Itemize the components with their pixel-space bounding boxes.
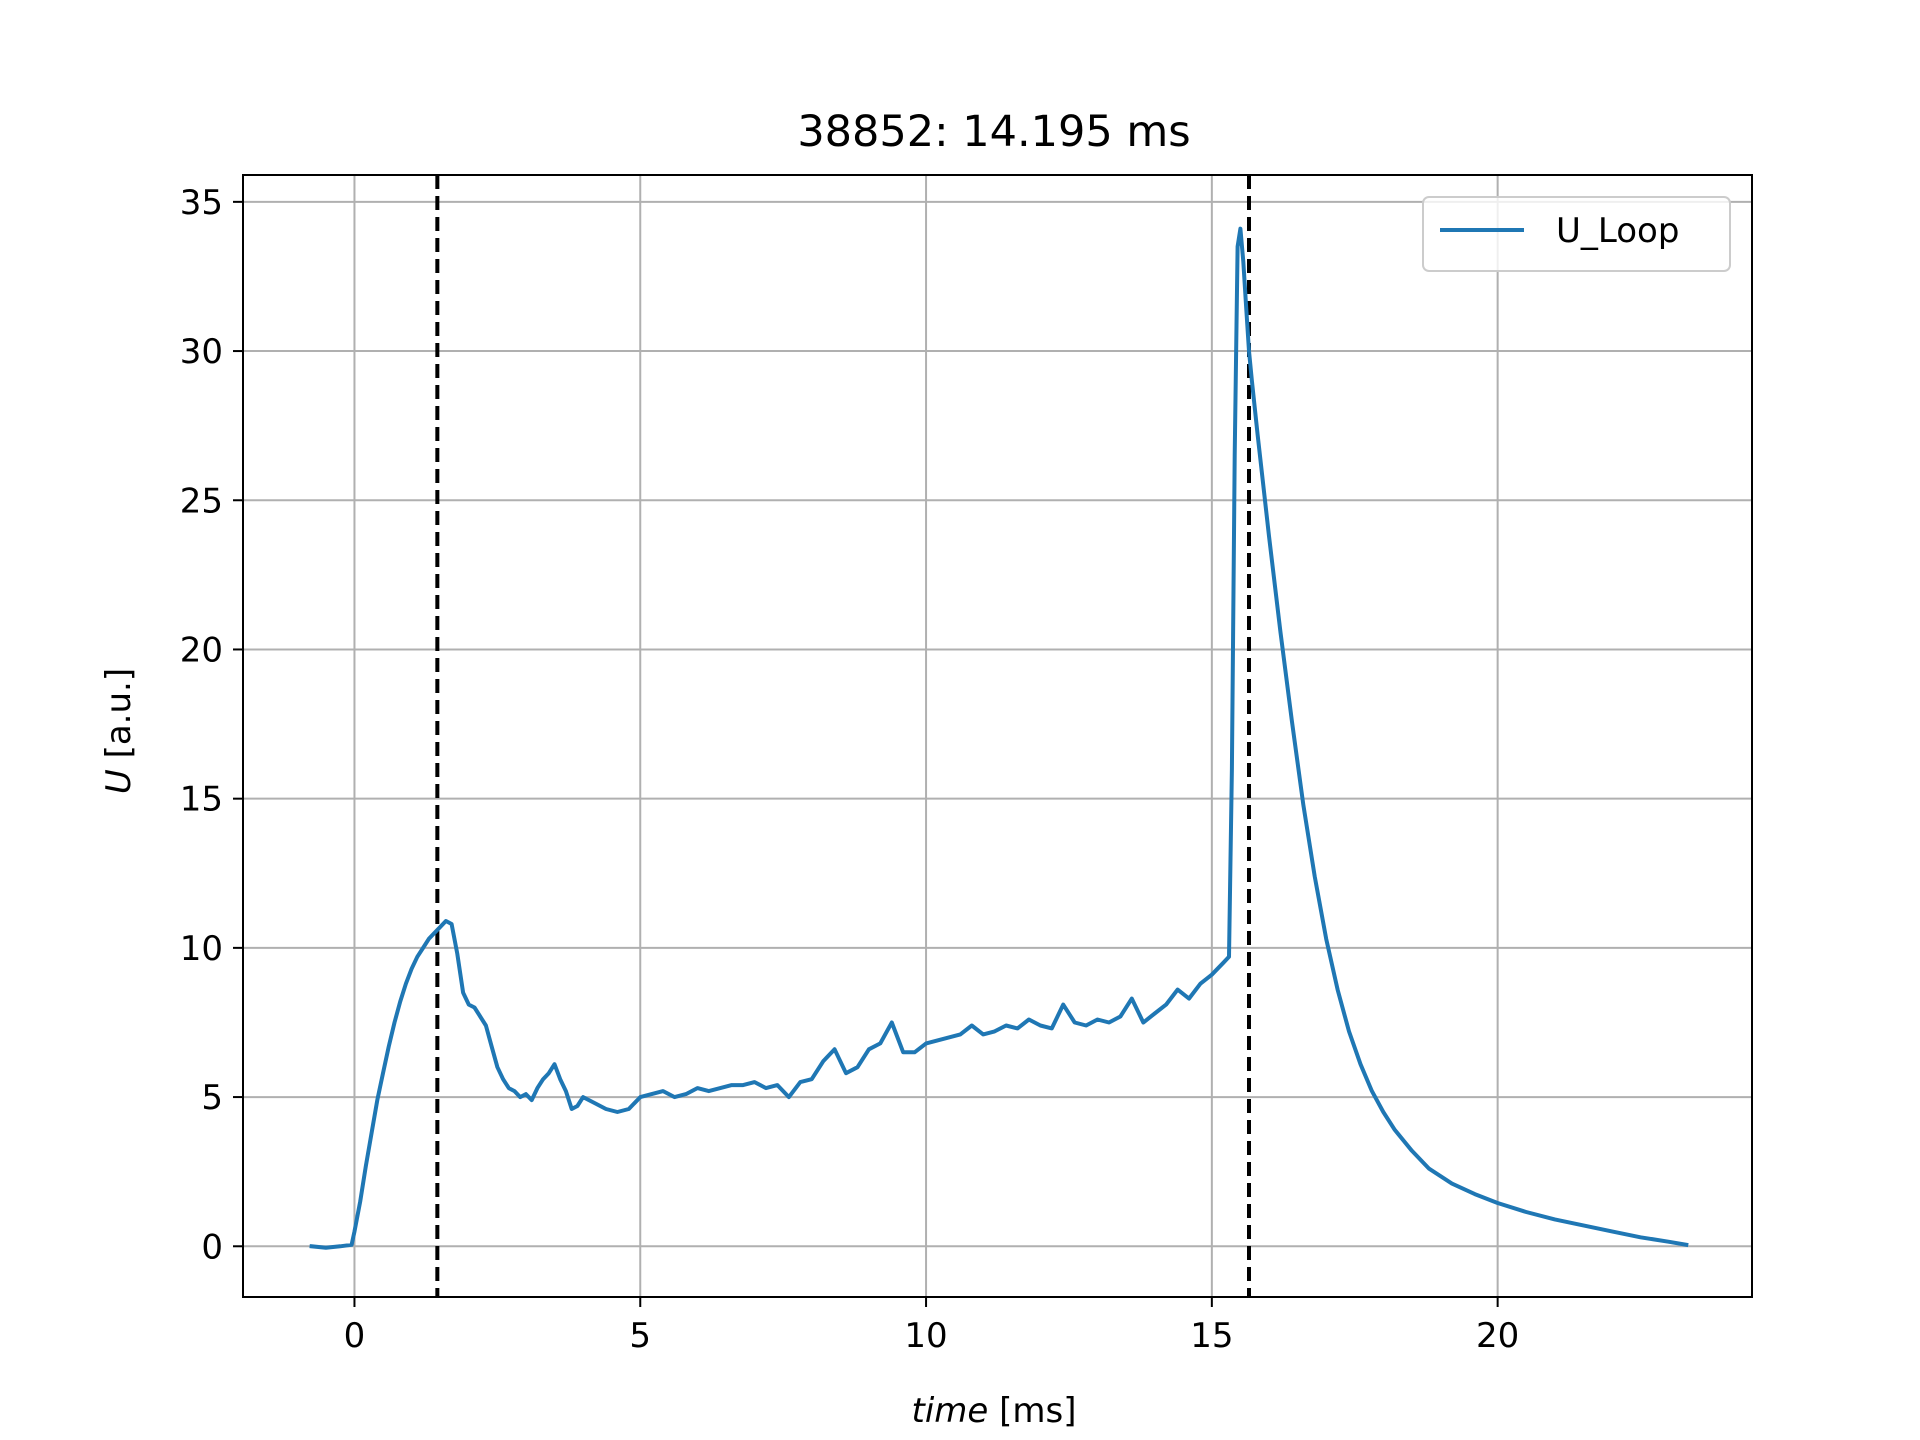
- y-tick-label: 15: [180, 780, 223, 820]
- x-axis-label-name: time: [912, 1391, 989, 1431]
- series-line: [309, 226, 1689, 1250]
- legend-label: U_Loop: [1556, 211, 1679, 251]
- x-axis-ticks: 0 5 10 15 20: [344, 1297, 1519, 1356]
- y-tick-label: 10: [180, 929, 223, 969]
- chart-title: 38852: 14.195 ms: [797, 107, 1190, 157]
- reference-lines: [435, 175, 1251, 1297]
- y-axis-label-name: U: [99, 769, 139, 794]
- y-axis-label-unit: [a.u.]: [99, 668, 139, 769]
- y-tick-label: 25: [180, 481, 223, 521]
- y-tick-label: 20: [180, 630, 223, 670]
- series-layer: [309, 226, 1689, 1250]
- y-tick-label: 30: [180, 332, 223, 372]
- x-axis-label: time [ms]: [912, 1391, 1077, 1431]
- y-tick-label: 35: [180, 183, 223, 223]
- x-tick-label: 10: [904, 1316, 947, 1356]
- legend-box: [1422, 196, 1731, 272]
- legend: U_Loop: [1422, 196, 1731, 272]
- x-axis-label-unit: [ms]: [988, 1391, 1076, 1431]
- x-tick-label: 20: [1476, 1316, 1519, 1356]
- y-tick-label: 5: [201, 1078, 223, 1118]
- plot-frame: [242, 174, 1753, 1298]
- x-tick-label: 15: [1190, 1316, 1233, 1356]
- x-tick-label: 0: [344, 1316, 366, 1356]
- y-axis-ticks: 0 5 10 15 20 25 30 35: [180, 183, 243, 1267]
- x-tick-label: 5: [629, 1316, 651, 1356]
- y-tick-label: 0: [201, 1227, 223, 1267]
- y-axis-label: U [a.u.]: [99, 668, 139, 794]
- grid: [243, 175, 1752, 1297]
